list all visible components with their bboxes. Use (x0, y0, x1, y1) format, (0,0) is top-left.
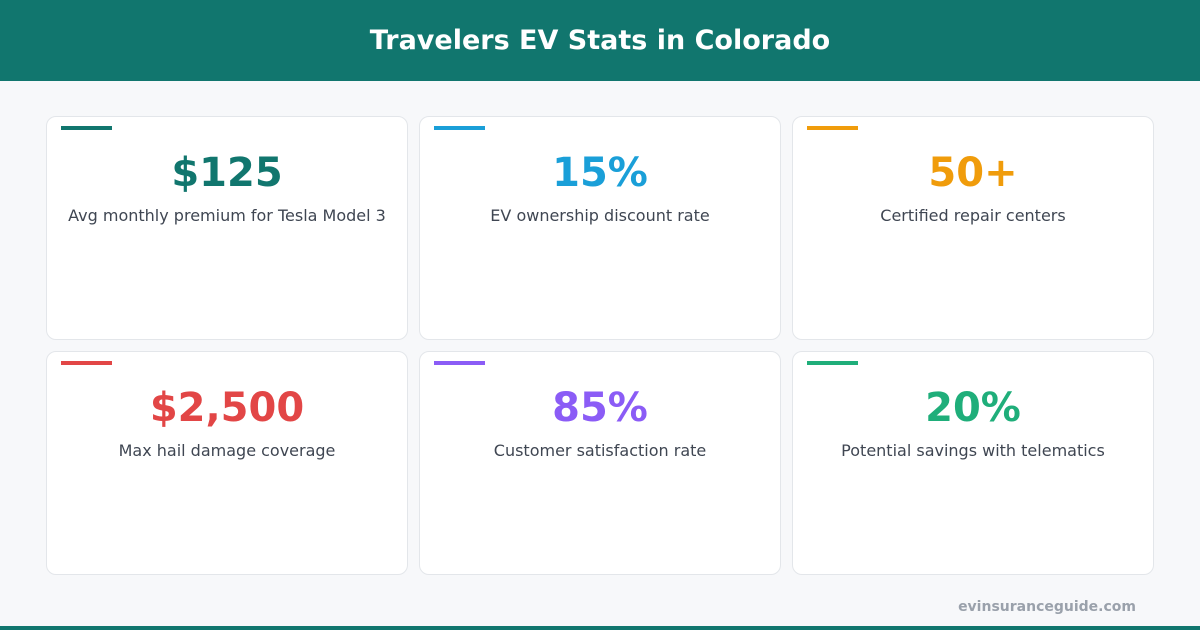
stat-label: Avg monthly premium for Tesla Model 3 (68, 206, 386, 225)
stat-card: 85% Customer satisfaction rate (419, 351, 781, 575)
header: Travelers EV Stats in Colorado (0, 0, 1200, 81)
stat-value: $125 (171, 150, 283, 196)
accent-bar (807, 126, 858, 130)
title: Travelers EV Stats in Colorado (369, 25, 831, 56)
accent-bar (61, 126, 112, 130)
stat-card: 20% Potential savings with telematics (792, 351, 1154, 575)
stat-value: 85% (552, 385, 648, 431)
accent-bar (434, 126, 485, 130)
stat-value: 20% (925, 385, 1021, 431)
stat-card: 50+ Certified repair centers (792, 116, 1154, 340)
card-grid: $125 Avg monthly premium for Tesla Model … (46, 116, 1154, 575)
stat-card: $125 Avg monthly premium for Tesla Model … (46, 116, 408, 340)
stat-label: Certified repair centers (880, 206, 1066, 225)
stat-card: 15% EV ownership discount rate (419, 116, 781, 340)
stat-label: Potential savings with telematics (841, 441, 1105, 460)
stat-card: $2,500 Max hail damage coverage (46, 351, 408, 575)
accent-bar (61, 361, 112, 365)
accent-bar (434, 361, 485, 365)
stat-value: $2,500 (149, 385, 305, 431)
bottom-line (0, 626, 1200, 630)
stat-label: Customer satisfaction rate (493, 441, 707, 460)
stat-value: 50+ (928, 150, 1018, 196)
accent-bar (807, 361, 858, 365)
footer-text: evinsuranceguide.com (958, 599, 1136, 615)
stat-value: 15% (552, 150, 648, 196)
stat-label: EV ownership discount rate (490, 206, 710, 225)
stat-label: Max hail damage coverage (118, 441, 336, 460)
